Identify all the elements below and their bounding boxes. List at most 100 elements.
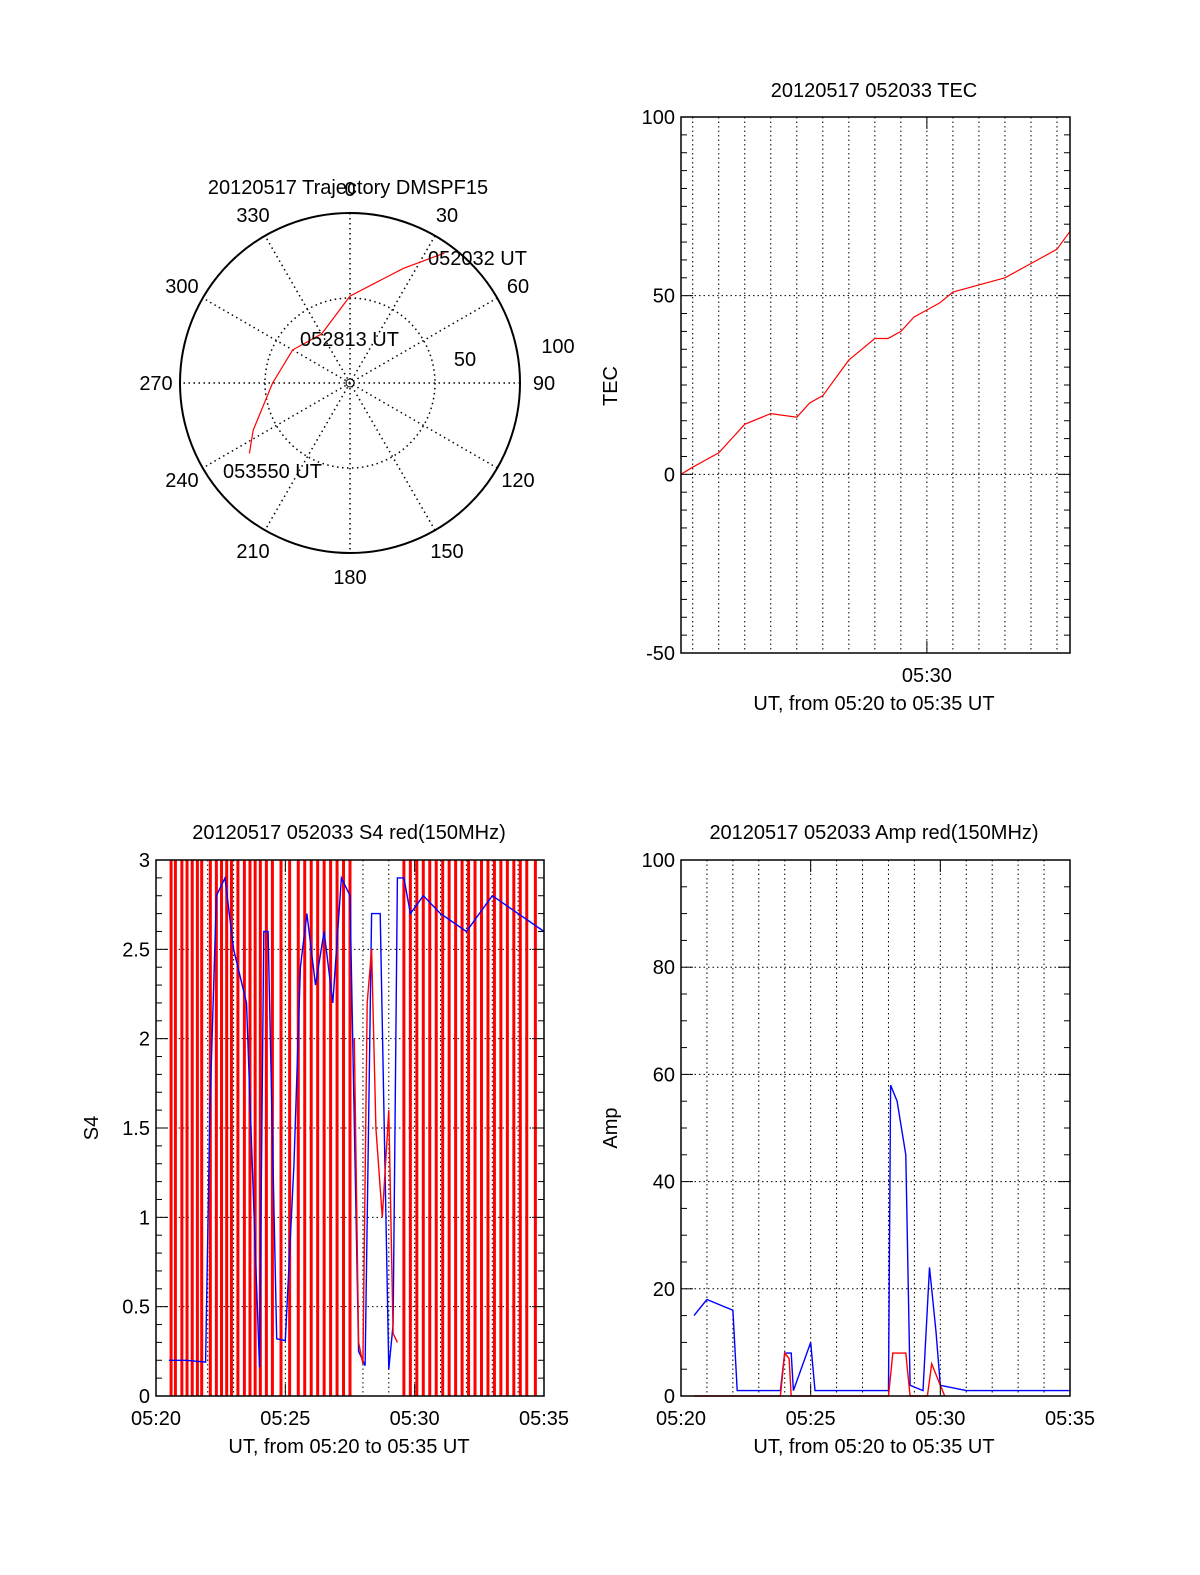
s4-spike <box>253 860 257 1396</box>
s4-spike <box>499 860 503 1396</box>
s4-spike <box>236 860 240 1396</box>
polar-angle-label: 300 <box>165 276 198 298</box>
s4-axes: 0 0.5 1 1.5 2 2.5 3 05:20 05:25 05:30 05:35 <box>122 850 569 1430</box>
trajectory-angle-labels: 0 30 60 90 120 150 180 210 240 270 300 330 <box>139 179 555 589</box>
amp-xlabel: UT, from 05:20 to 05:35 UT <box>753 1436 994 1458</box>
s4-spike <box>279 860 283 1396</box>
polar-angle-label: 90 <box>533 373 555 395</box>
y-tick-label: 1.5 <box>122 1118 150 1140</box>
polar-radial-label: 50 <box>454 349 476 371</box>
s4-spike <box>229 860 233 1396</box>
s4-spike <box>421 860 425 1396</box>
s4-ylabel: S4 <box>81 1116 103 1140</box>
polar-angle-label: 0 <box>344 179 355 201</box>
y-tick-label: 0 <box>139 1386 150 1408</box>
y-tick-label: 20 <box>653 1279 675 1301</box>
polar-angle-label: 330 <box>236 205 269 227</box>
polar-angle-label: 30 <box>436 205 458 227</box>
s4-spike <box>288 860 292 1396</box>
y-tick-label: 0.5 <box>122 1297 150 1319</box>
y-tick-label: -50 <box>646 643 675 665</box>
s4-spike <box>518 860 522 1396</box>
s4-spike <box>408 860 412 1396</box>
s4-spike <box>248 860 252 1396</box>
s4-spike <box>454 860 458 1396</box>
s4-spike <box>303 860 307 1396</box>
s4-spike <box>342 860 346 1396</box>
s4-spike <box>335 860 339 1396</box>
s4-spike <box>173 860 177 1396</box>
s4-spike <box>200 860 204 1396</box>
amp-ylabel: Amp <box>600 1107 622 1148</box>
amp-axes: 0 20 40 60 80 100 05:20 05:25 05:30 05:35 <box>642 850 1095 1430</box>
y-tick-label: 2.5 <box>122 939 150 961</box>
amp-grid <box>681 860 1070 1396</box>
s4-spike <box>296 860 300 1396</box>
s4-spike <box>225 860 229 1396</box>
s4-series-line <box>168 875 545 1370</box>
s4-spike <box>214 860 218 1396</box>
s4-spike <box>180 860 184 1396</box>
polar-angle-label: 180 <box>333 567 366 589</box>
plot-frame <box>680 116 1071 654</box>
trajectory-annotation-mid: 052813 UT <box>300 329 399 351</box>
polar-angle-label: 210 <box>236 541 269 563</box>
tec-axes: -50 0 50 100 05:30 <box>642 107 1071 687</box>
y-tick-label: 1 <box>139 1207 150 1229</box>
s4-spike <box>428 860 432 1396</box>
s4-title: 20120517 052033 S4 red(150MHz) <box>192 822 506 844</box>
polar-angle-label: 60 <box>507 276 529 298</box>
s4-spike <box>486 860 490 1396</box>
amp-series-line <box>693 1084 1070 1392</box>
amp-title: 20120517 052033 Amp red(150MHz) <box>709 822 1038 844</box>
y-tick-label: 100 <box>642 107 675 129</box>
tec-chart: 20120517 052033 TEC TEC UT, from 05:20 t… <box>600 80 1071 715</box>
y-tick-label: 100 <box>642 850 675 872</box>
s4-spike <box>479 860 483 1396</box>
s4-spike <box>264 860 268 1396</box>
x-tick-label: 05:35 <box>519 1408 569 1430</box>
s4-spike <box>473 860 477 1396</box>
trajectory-radial-labels: 50 100 <box>454 336 575 371</box>
polar-angle-label: 150 <box>430 541 463 563</box>
s4-chart: 20120517 052033 S4 red(150MHz) S4 UT, fr… <box>81 822 569 1458</box>
s4-spike <box>525 860 529 1396</box>
tec-title: 20120517 052033 TEC <box>771 80 977 102</box>
s4-xlabel: UT, from 05:20 to 05:35 UT <box>228 1436 469 1458</box>
s4-spike <box>505 860 509 1396</box>
y-tick-label: 0 <box>664 464 675 486</box>
tec-series-line <box>680 230 1071 475</box>
s4-spike <box>415 860 419 1396</box>
s4-spike <box>467 860 471 1396</box>
s4-spike <box>242 860 246 1396</box>
polar-angle-label: 270 <box>139 373 172 395</box>
polar-angle-label: 240 <box>165 470 198 492</box>
tec-series <box>680 230 1071 475</box>
x-tick-label: 05:35 <box>1045 1408 1095 1430</box>
x-tick-label: 05:30 <box>390 1408 440 1430</box>
x-tick-label: 05:20 <box>131 1408 181 1430</box>
tec-ylabel: TEC <box>600 366 622 406</box>
trajectory-annotation-start: 052032 UT <box>428 248 527 270</box>
s4-spike <box>402 860 406 1396</box>
s4-spike <box>434 860 438 1396</box>
s4-spike <box>512 860 516 1396</box>
amp-chart: 20120517 052033 Amp red(150MHz) Amp UT, … <box>600 822 1095 1458</box>
trajectory-line <box>248 252 445 454</box>
trajectory-series <box>248 252 445 454</box>
x-tick-label: 05:20 <box>656 1408 706 1430</box>
y-tick-label: 2 <box>139 1029 150 1051</box>
x-tick-label: 05:30 <box>902 665 952 687</box>
s4-series <box>168 860 545 1396</box>
tec-grid <box>681 117 1070 653</box>
y-tick-label: 50 <box>653 286 675 308</box>
s4-spike <box>441 860 445 1396</box>
y-tick-label: 0 <box>664 1386 675 1408</box>
y-tick-label: 3 <box>139 850 150 872</box>
polar-spoke <box>264 235 436 531</box>
plot-frame <box>680 859 1071 1397</box>
s4-spike <box>329 860 333 1396</box>
trajectory-grid <box>179 212 521 554</box>
y-tick-label: 60 <box>653 1064 675 1086</box>
